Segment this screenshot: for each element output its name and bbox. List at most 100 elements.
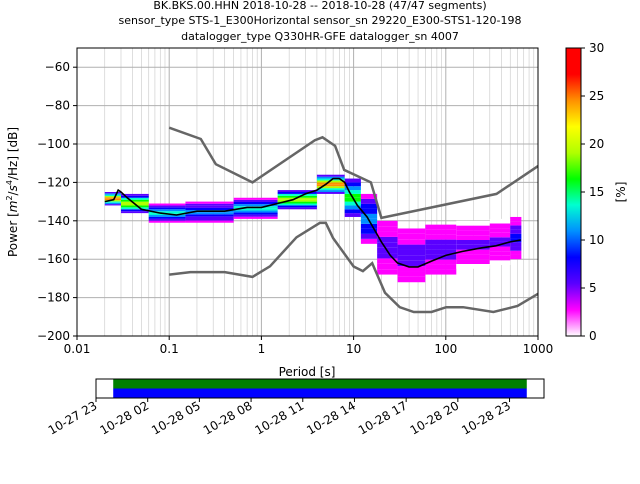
psd-density-cell (277, 199, 317, 202)
psd-density-cell (425, 234, 457, 240)
psd-density-cell (316, 184, 345, 187)
psd-density-cell (456, 240, 490, 245)
psd-density-cell (344, 178, 361, 183)
colorbar-tick-label: 5 (589, 281, 597, 295)
psd-density-cell (377, 269, 398, 275)
psd-density-cell (344, 201, 361, 206)
y-label-text: /Hz] [dB] (6, 127, 20, 180)
psd-density-cell (360, 198, 378, 204)
psd-density-cell (148, 211, 186, 214)
psd-density-cell (510, 229, 522, 234)
psd-density-cell (397, 276, 426, 283)
y-label-text: Power [ (6, 212, 20, 257)
psd-density-cell (104, 201, 121, 203)
psd-density-cell (233, 214, 278, 217)
psd-density-cell (377, 253, 398, 259)
psd-density-cell (316, 190, 345, 192)
psd-density-cell (233, 208, 278, 211)
y-axis-label: Power [m2/s4/Hz] [dB] (5, 127, 20, 257)
psd-density-cell (377, 231, 398, 237)
psd-density-cell (397, 260, 426, 267)
series-line-mode (104, 177, 521, 268)
psd-density-cell (120, 193, 149, 196)
psd-density-cell (360, 223, 378, 229)
psd-density-cell (316, 188, 345, 191)
psd-density-cell (185, 207, 234, 211)
psd-density-cell (360, 233, 378, 239)
psd-density-cell (425, 259, 457, 265)
timeline-tick-label: 10-28 14 (304, 398, 358, 437)
psd-density-cell (120, 197, 149, 200)
title-line-2: sensor_type STS-1_E300Horizontal sensor_… (119, 14, 522, 27)
psd-density-cell (456, 220, 490, 226)
psd-density-cell (104, 197, 121, 199)
psd-density-cell (510, 246, 522, 251)
psd-density-cell (233, 216, 278, 219)
psd-density-cell (456, 235, 490, 240)
psd-density-cell (277, 197, 317, 200)
psd-density-cell (233, 212, 278, 215)
psd-density-cell (185, 212, 234, 215)
psd-density-cell (233, 197, 278, 200)
psd-density-cell (510, 225, 522, 230)
psd-density-cell (148, 209, 186, 212)
low-noise-model-line (169, 221, 538, 314)
psd-density-cell (344, 190, 361, 194)
psd-density-cell (489, 232, 511, 238)
psd-density-cell (489, 246, 511, 252)
psd-density-map (104, 174, 522, 283)
psd-density-cell (377, 226, 398, 232)
psd-density-cell (120, 209, 149, 212)
psd-density-cell (104, 192, 121, 194)
timeline-tick-label: 10-28 20 (408, 398, 462, 437)
y-tick-label: −180 (37, 291, 70, 305)
timeline-tick-label: 10-28 05 (149, 398, 203, 437)
psd-density-cell (377, 236, 398, 243)
psd-density-cell (360, 238, 378, 244)
psd-density-cell (104, 196, 121, 198)
psd-density-cell (510, 254, 522, 260)
psd-density-cell (148, 220, 186, 223)
x-tick-label: 10 (346, 342, 361, 356)
psd-density-cell (489, 223, 511, 229)
psd-density-cell (397, 266, 426, 272)
psd-density-cell (233, 201, 278, 205)
chart-title: BK.BKS.00.HHN 2018-10-28 -- 2018-10-28 (… (119, 0, 522, 43)
x-tick-label: 1000 (523, 342, 554, 356)
psd-density-cell (489, 251, 511, 256)
psd-density-cell (233, 210, 278, 213)
psd-density-cell (425, 264, 457, 270)
high-noise-model-line (168, 126, 538, 220)
psd-density-cell (104, 193, 121, 195)
psd-density-cell (489, 237, 511, 242)
y-label-text: / (6, 190, 20, 195)
timeline-tick-label: 10-28 02 (97, 398, 151, 437)
colorbar-tick-label: 0 (589, 329, 597, 343)
y-tick-label: −60 (45, 60, 70, 74)
psd-density-cell (185, 203, 234, 206)
timeline-tick-label: 10-28 23 (459, 398, 513, 437)
psd-density-cell (397, 271, 426, 277)
psd-density-cell (148, 203, 186, 206)
timeline-tick-label: 10-28 11 (253, 398, 307, 437)
psd-density-cell (510, 250, 522, 255)
psd-density-cell (120, 195, 149, 198)
colorbar-label: [%] (614, 182, 628, 203)
timeline-tick-label: 10-28 08 (201, 398, 255, 437)
psd-density-cell (277, 205, 317, 208)
psd-density-cell (360, 228, 378, 234)
psd-density-cell (377, 258, 398, 264)
psd-density-cell (120, 199, 149, 202)
psd-density-cell (185, 201, 234, 204)
y-tick-label: −100 (37, 137, 70, 151)
psd-density-cell (360, 208, 378, 214)
y-label-exponent: 4 (5, 180, 14, 185)
psd-density-cell (397, 244, 426, 250)
psd-density-cell (456, 259, 490, 264)
y-tick-label: −160 (37, 252, 70, 266)
coverage-bar-upper (113, 379, 527, 389)
y-label-exponent: 2 (5, 195, 14, 200)
psd-density-cell (425, 244, 457, 250)
psd-density-cell (377, 242, 398, 248)
